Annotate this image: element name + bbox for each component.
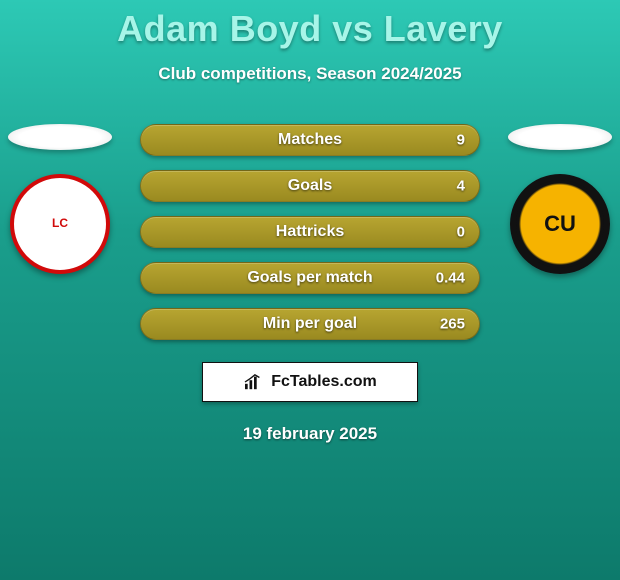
stat-bar: Min per goal 265 <box>140 308 480 340</box>
stat-label: Min per goal <box>263 315 357 333</box>
player-left-column: LC <box>0 124 120 274</box>
player-right-column: CU <box>500 124 620 274</box>
player-left-ellipse <box>8 124 112 150</box>
stat-bar: Matches 9 <box>140 124 480 156</box>
chart-icon <box>243 373 265 391</box>
stat-bar: Goals per match 0.44 <box>140 262 480 294</box>
page-title: Adam Boyd vs Lavery <box>0 0 620 50</box>
stat-bar: Goals 4 <box>140 170 480 202</box>
stat-bar: Hattricks 0 <box>140 216 480 248</box>
comparison-panel: LC CU Matches 9 Goals 4 Hattricks 0 Goal… <box>0 124 620 444</box>
stat-right-value: 4 <box>457 178 465 195</box>
stat-label: Hattricks <box>276 223 344 241</box>
stat-label: Matches <box>278 131 342 149</box>
team-right-crest: CU <box>510 174 610 274</box>
branding-text: FcTables.com <box>271 373 377 391</box>
stat-right-value: 265 <box>440 316 465 333</box>
stat-right-value: 9 <box>457 132 465 149</box>
team-right-abbr: CU <box>544 211 576 237</box>
branding-box: FcTables.com <box>202 362 418 402</box>
stat-bars: Matches 9 Goals 4 Hattricks 0 Goals per … <box>140 124 480 340</box>
date-text: 19 february 2025 <box>0 424 620 444</box>
team-left-abbr: LC <box>52 217 68 230</box>
team-left-crest: LC <box>10 174 110 274</box>
player-right-ellipse <box>508 124 612 150</box>
stat-label: Goals <box>288 177 332 195</box>
subtitle: Club competitions, Season 2024/2025 <box>0 64 620 84</box>
stat-label: Goals per match <box>247 269 372 287</box>
stat-right-value: 0 <box>457 224 465 241</box>
stat-right-value: 0.44 <box>436 270 465 287</box>
